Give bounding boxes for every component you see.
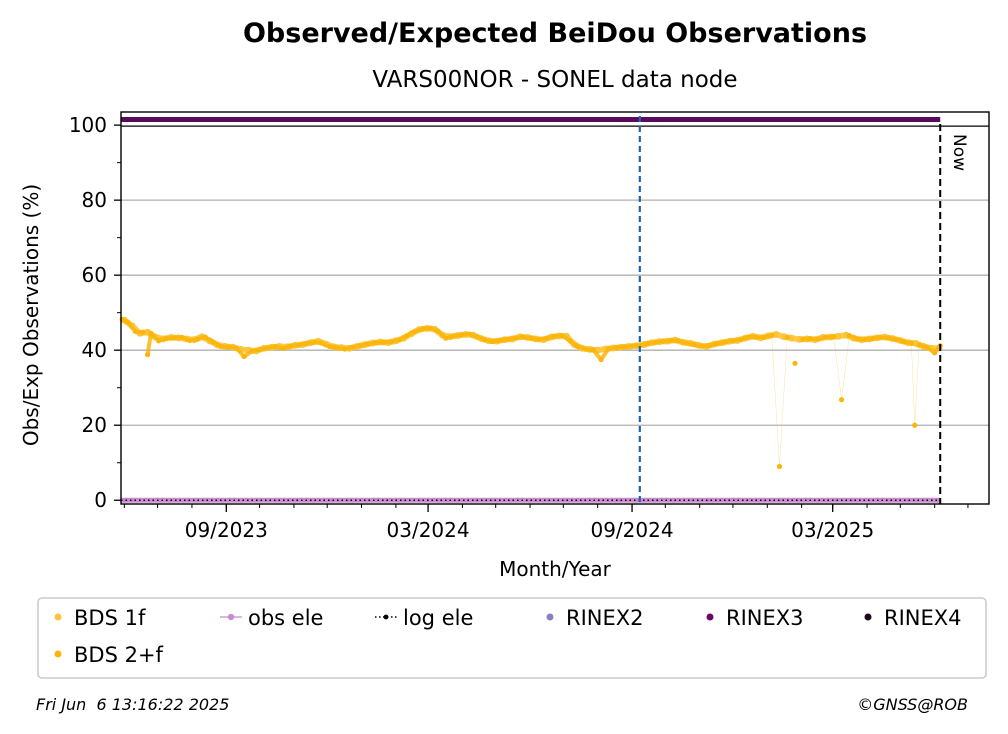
data-point [838, 397, 845, 403]
series-segment [145, 331, 153, 357]
legend-label: RINEX4 [884, 606, 962, 630]
x-tick-label: 03/2024 [387, 518, 470, 542]
y-tick-label: 40 [82, 338, 107, 362]
legend-label: BDS 1f [74, 606, 146, 630]
y-tick-label: 0 [94, 488, 107, 512]
legend-box [37, 597, 987, 679]
legend-marker [383, 614, 389, 620]
data-point [784, 334, 790, 341]
legend-marker [864, 613, 872, 621]
legend-marker [227, 613, 235, 621]
now-label: Now [949, 134, 969, 171]
legend-item: RINEX2 [546, 606, 644, 630]
legend-label: obs ele [248, 606, 323, 630]
credit: ©GNSS@ROB [857, 695, 968, 714]
legend-marker [706, 613, 714, 621]
legend-item: RINEX4 [864, 606, 962, 630]
legend-label: RINEX2 [566, 606, 644, 630]
y-axis-label: Obs/Exp Observations (%) [19, 184, 43, 446]
timestamp: Fri Jun 6 13:16:22 2025 [36, 695, 229, 714]
legend-marker [54, 650, 62, 658]
plot-frame [120, 111, 990, 505]
legend-item: RINEX3 [706, 606, 804, 630]
legend-item: log ele [375, 606, 473, 630]
overlay-lines [121, 116, 989, 504]
series-connector [914, 344, 920, 426]
series-connector [911, 343, 915, 426]
x-axis-label: Month/Year [499, 557, 612, 581]
series-connector [833, 336, 842, 400]
data-point [792, 360, 798, 366]
series-connector [771, 335, 780, 467]
data-point [769, 332, 775, 338]
x-axis: 09/2023 03/2024 09/2024 03/2025 [123, 504, 969, 542]
y-axis: 0 20 40 60 80 100 [69, 113, 121, 512]
gridlines [121, 199, 989, 426]
data-point [140, 329, 146, 335]
x-tick-label: 09/2023 [185, 518, 268, 542]
y-tick-label: 80 [82, 188, 107, 212]
legend-label: RINEX3 [726, 606, 804, 630]
legend-label: log ele [403, 606, 473, 630]
legend-item: BDS 1f [54, 606, 146, 630]
x-tick-label: 09/2024 [590, 518, 673, 542]
legend-item: obs ele [220, 606, 323, 630]
x-tick-label: 03/2025 [791, 518, 874, 542]
y-tick-label: 20 [82, 413, 107, 437]
legend-item: BDS 2+f [54, 643, 164, 667]
legend: BDS 1f obs ele log ele RINEX2 RINEX3 RINEX4 BD… [54, 606, 962, 667]
data-series [119, 316, 943, 470]
data-point [908, 340, 915, 346]
legend-marker [546, 613, 554, 621]
data-point [776, 463, 783, 470]
series-connector [841, 335, 850, 400]
y-tick-label: 100 [69, 113, 107, 137]
series-connector [779, 337, 788, 467]
chart-title: Observed/Expected BeiDou Observations [243, 18, 867, 49]
data-point [912, 422, 918, 428]
data-point [831, 334, 837, 340]
y-tick-label: 60 [82, 263, 107, 287]
chart-subtitle: VARS00NOR - SONEL data node [372, 67, 737, 93]
legend-marker [54, 613, 62, 621]
legend-label: BDS 2+f [74, 643, 164, 667]
series-2 [119, 316, 943, 470]
series-1 [120, 316, 943, 355]
